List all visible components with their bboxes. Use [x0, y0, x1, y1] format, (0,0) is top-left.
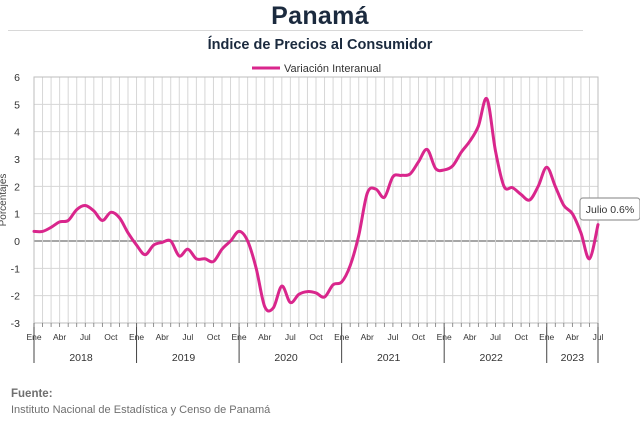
- year-label: 2020: [274, 352, 298, 364]
- y-axis-label: Porcentajes: [0, 174, 9, 227]
- y-tick-label: 0: [14, 236, 20, 248]
- title-divider: [8, 30, 583, 31]
- y-tick-label: 6: [14, 72, 20, 84]
- y-tick-label: -3: [11, 318, 20, 330]
- y-tick-label: -2: [11, 291, 20, 303]
- x-tick-label: Oct: [309, 332, 323, 342]
- year-label: 2018: [69, 352, 93, 364]
- callout-box: [579, 197, 640, 221]
- source-label: Fuente:: [11, 388, 53, 400]
- x-tick-label: Jul: [80, 332, 91, 342]
- x-tick-label: Oct: [104, 332, 118, 342]
- legend: Variación Interanual: [252, 63, 381, 75]
- y-tick-label: 3: [14, 154, 20, 166]
- y-tick-label: -1: [11, 263, 20, 275]
- legend-label: Variación Interanual: [284, 63, 381, 75]
- callout-label: Julio 0.6%: [586, 204, 634, 216]
- x-tick-label: Jul: [387, 332, 398, 342]
- y-tick-label: 5: [14, 99, 20, 111]
- year-label: 2021: [377, 352, 401, 364]
- x-tick-label: Abr: [156, 332, 169, 342]
- year-label: 2022: [480, 352, 504, 364]
- x-tick-label: Jul: [182, 332, 193, 342]
- y-tick-label: 1: [14, 209, 20, 221]
- x-tick-label: Oct: [514, 332, 528, 342]
- x-tick-label: Abr: [258, 332, 271, 342]
- callout: Julio 0.6%: [579, 197, 640, 221]
- y-tick-label: 4: [14, 127, 20, 139]
- x-tick-label: Oct: [207, 332, 221, 342]
- series: [32, 97, 600, 313]
- x-tick-label: Jul: [490, 332, 501, 342]
- year-label: 2019: [172, 352, 196, 364]
- chart-title: Panamá: [271, 2, 369, 30]
- series-line-variacion-interanual: [32, 97, 600, 313]
- year-label: 2023: [561, 352, 585, 364]
- x-tick-label: Oct: [412, 332, 426, 342]
- x-tick-label: Abr: [463, 332, 476, 342]
- x-tick-label: Abr: [361, 332, 374, 342]
- y-tick-label: 2: [14, 181, 20, 193]
- x-tick-label: Abr: [566, 332, 579, 342]
- chart-subtitle: Índice de Precios al Consumidor: [207, 37, 433, 53]
- x-tick-label: Abr: [53, 332, 66, 342]
- grid: [33, 76, 599, 324]
- x-tick-label: Jul: [285, 332, 296, 342]
- source-text: Instituto Nacional de Estadística y Cens…: [11, 404, 271, 416]
